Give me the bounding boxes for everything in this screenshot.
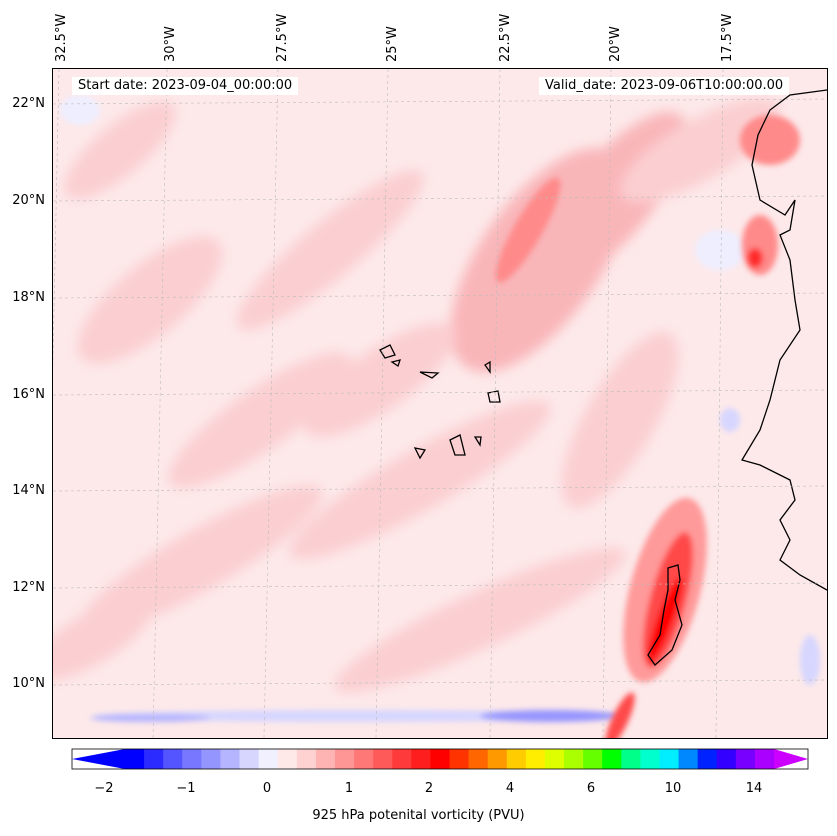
colorbar-cell — [373, 749, 393, 769]
colorbar-tick-label: −2 — [94, 781, 114, 796]
colorbar-cell — [583, 749, 603, 769]
colorbar-cell — [487, 749, 508, 769]
colorbar-cell — [334, 749, 355, 769]
colorbar-cell — [201, 749, 221, 769]
colorbar-over-arrow — [774, 749, 808, 769]
colorbar-tick-label: 14 — [745, 781, 763, 796]
colorbar-cell — [163, 749, 183, 769]
colorbar-cell — [430, 749, 450, 769]
colorbar-cell — [315, 749, 336, 769]
colorbar-cell — [296, 749, 317, 769]
colorbar-under-arrow — [72, 749, 125, 769]
colorbar-outline — [71, 748, 809, 770]
pv-field-light — [53, 98, 780, 693]
lat-label: 14°N — [12, 483, 45, 498]
colorbar-cell — [449, 749, 470, 769]
start-date-label: Start date: 2023-09-04_00:00:00 — [72, 77, 299, 95]
lon-label: 22.5°W — [498, 13, 513, 62]
lat-label: 20°N — [12, 193, 45, 208]
colorbar-cell — [239, 749, 260, 769]
colorbar — [71, 748, 809, 770]
colorbar-cell — [659, 749, 680, 769]
colorbar-cell — [640, 749, 660, 769]
colorbar-cell — [544, 749, 565, 769]
valid-date-label: Valid_date: 2023-09-06T10:00:00.00 — [539, 77, 790, 95]
colorbar-cell — [258, 749, 279, 769]
colorbar-cell — [220, 749, 241, 769]
colorbar-tick-label: 0 — [262, 781, 272, 796]
colorbar-cell — [392, 749, 412, 769]
colorbar-cell — [277, 749, 298, 769]
lon-label: 25°W — [385, 26, 400, 62]
lat-label: 18°N — [12, 290, 45, 305]
colorbar-cell — [144, 749, 164, 769]
colorbar-cell — [678, 749, 699, 769]
pv-field-negative — [60, 95, 820, 722]
colorbar-cell — [125, 749, 145, 769]
lon-label: 17.5°W — [720, 13, 735, 62]
colorbar-cell — [621, 749, 641, 769]
lon-label: 27.5°W — [275, 13, 290, 62]
colorbar-tick-label: 6 — [586, 781, 596, 796]
colorbar-tick-label: −1 — [176, 781, 196, 796]
colorbar-cell — [602, 749, 622, 769]
colorbar-cell — [182, 749, 202, 769]
lat-label: 10°N — [12, 676, 45, 691]
colorbar-tick-label: 1 — [344, 781, 354, 796]
colorbar-cells — [125, 749, 775, 769]
colorbar-cell — [354, 749, 374, 769]
lat-label: 12°N — [12, 580, 45, 595]
lat-label: 22°N — [12, 96, 45, 111]
colorbar-cell — [716, 749, 737, 769]
lat-label: 16°N — [12, 387, 45, 402]
colorbar-title: 925 hPa potenital vorticity (PVU) — [312, 808, 525, 823]
colorbar-tick-label: 2 — [424, 781, 434, 796]
colorbar-cell — [697, 749, 718, 769]
lon-label: 32.5°W — [54, 13, 69, 62]
coastline — [379, 89, 827, 666]
colorbar-cell — [525, 749, 546, 769]
colorbar-cell — [735, 749, 756, 769]
colorbar-cell — [506, 749, 527, 769]
colorbar-cell — [754, 749, 775, 769]
colorbar-tick-label: 4 — [505, 781, 515, 796]
colorbar-cell — [564, 749, 584, 769]
colorbar-cell — [411, 749, 431, 769]
colorbar-cell — [468, 749, 489, 769]
lon-label: 30°W — [163, 26, 178, 62]
lon-label: 20°W — [608, 26, 623, 62]
colorbar-tick-label: 10 — [664, 781, 682, 796]
